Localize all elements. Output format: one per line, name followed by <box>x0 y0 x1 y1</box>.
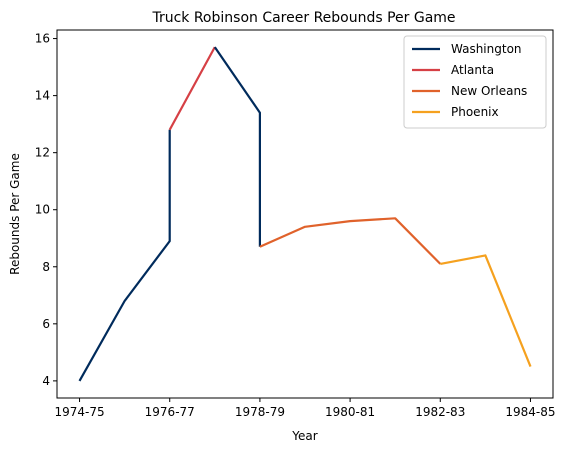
series-line-new-orleans-3 <box>259 217 442 265</box>
legend: Washington Atlanta New Orleans Phoenix <box>403 35 547 129</box>
legend-label: New Orleans <box>451 84 527 98</box>
legend-label: Washington <box>451 42 522 56</box>
y-tick-label: 6 <box>42 317 50 331</box>
y-tick-label: 8 <box>42 260 50 274</box>
series-line-washington-0 <box>78 129 171 382</box>
chart-title: Truck Robinson Career Rebounds Per Game <box>151 10 455 26</box>
legend-label: Atlanta <box>451 63 494 77</box>
y-tick-label: 10 <box>35 203 50 217</box>
y-tick-label: 16 <box>35 32 50 46</box>
x-axis-ticks: 1974-75 1976-77 1978-79 1980-81 1982-83 1984-… <box>54 398 556 419</box>
y-axis-ticks: 4 6 8 10 12 14 16 <box>35 32 57 388</box>
x-tick-label: 1974-75 <box>54 405 104 419</box>
series-line-phoenix-4 <box>440 254 532 368</box>
x-tick-label: 1982-83 <box>415 405 465 419</box>
y-tick-label: 12 <box>35 146 50 160</box>
legend-label: Phoenix <box>451 105 499 119</box>
x-tick-label: 1984-85 <box>505 405 555 419</box>
plot-frame <box>56 29 554 399</box>
x-axis-label: Year <box>291 429 317 443</box>
x-tick-label: 1980-81 <box>325 405 375 419</box>
series-line-washington-2 <box>213 46 261 247</box>
y-axis-label: Rebounds Per Game <box>8 153 22 275</box>
y-tick-label: 14 <box>35 89 50 103</box>
legend-box <box>403 35 547 129</box>
series-lines <box>78 46 532 382</box>
x-tick-label: 1978-79 <box>235 405 285 419</box>
series-line-atlanta-1 <box>168 46 216 131</box>
x-tick-label: 1976-77 <box>145 405 195 419</box>
y-tick-label: 4 <box>42 374 50 388</box>
